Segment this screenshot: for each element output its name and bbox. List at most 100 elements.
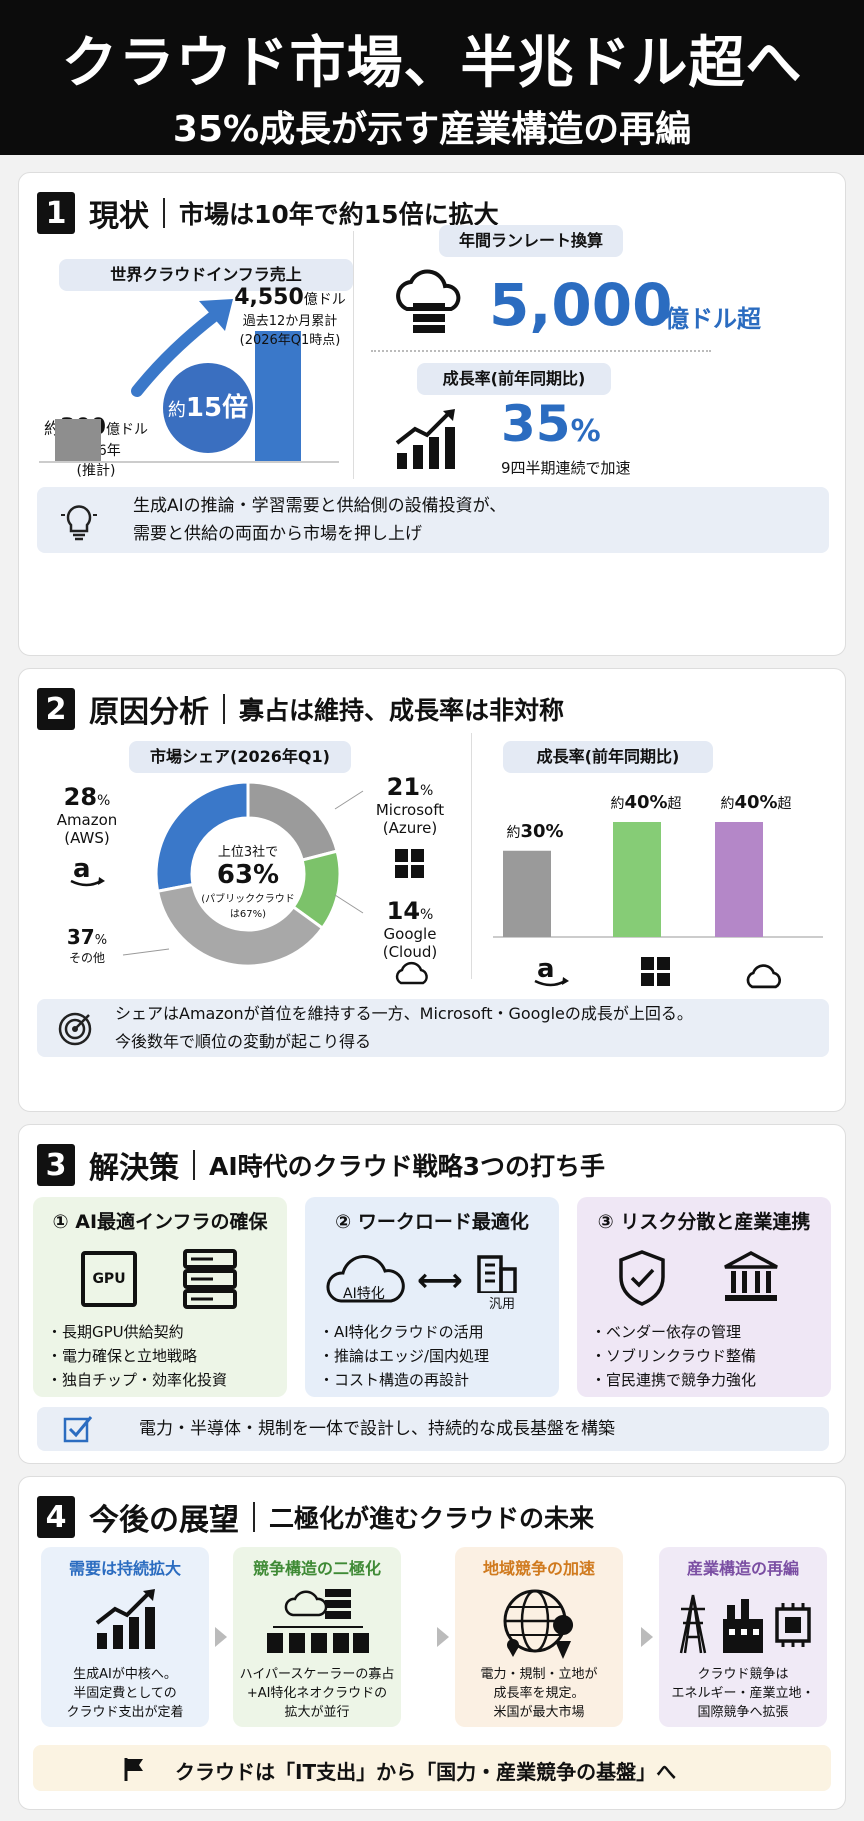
bar-2026-unit: 億ドル — [303, 292, 346, 308]
industry-icons — [679, 1594, 811, 1654]
rising-bar-chart-icon — [95, 1589, 155, 1649]
section-number: 1 — [37, 192, 75, 234]
building-icon — [477, 1255, 517, 1293]
share-others-unit: % — [94, 933, 108, 948]
outlook-competition: 競争構造の二極化 ハイパースケーラーの寡占 +AI特化ネオクラウドの 拡大が並行 — [233, 1547, 401, 1727]
growth-rate-number: 35 — [501, 395, 571, 453]
share-microsoft-unit: % — [420, 783, 434, 799]
share-google-name: Google — [383, 925, 437, 943]
share-label-others: 37% その他 — [57, 925, 117, 966]
share-google-pct: 14 — [386, 897, 421, 925]
section-title: 現状 — [89, 199, 149, 234]
strategy-item: ・コスト構造の再設計 — [319, 1371, 470, 1389]
strategy-item: ・電力確保と立地戦略 — [47, 1347, 198, 1365]
gpu-chip-label: GPU — [92, 1271, 126, 1287]
section-cause-analysis: 2 原因分析 寡占は維持、成長率は非対称 市場シェア(2026年Q1) 成長率(… — [18, 668, 846, 1112]
strategy-title: ② ワークロード最適化 — [335, 1211, 529, 1233]
donut-center-line3: は67%) — [229, 909, 267, 920]
section-subtitle: 二極化が進むクラウドの未来 — [269, 1504, 595, 1533]
flag-icon — [124, 1758, 143, 1781]
growth-multiple-circle: 約15倍 — [163, 363, 253, 453]
share-google-sub: (Cloud) — [382, 943, 438, 961]
target-icon — [58, 1012, 92, 1046]
server-rack-icon — [183, 1249, 237, 1309]
growth-multiple-value: 15倍 — [185, 393, 249, 423]
outlook-desc: 生成AIが中核へ。 半固定費としての クラウド支出が定着 — [41, 1665, 209, 1722]
outlook-demand: 需要は持続拡大 生成AIが中核へ。 半固定費としての クラウド支出が定着 — [41, 1547, 209, 1727]
growth-rate-bars — [493, 822, 823, 938]
strategy-title: ① AI最適インフラの確保 — [52, 1211, 268, 1233]
runrate-value: 5,000 — [489, 271, 673, 339]
section-title: 解決策 — [89, 1151, 179, 1186]
growth-label-microsoft: 約40%超 — [601, 792, 691, 813]
section-number: 2 — [37, 688, 75, 730]
growth-label-google: 約40%超 — [711, 792, 801, 813]
growth-label-amazon: 約30% — [495, 821, 575, 842]
market-share-donut — [154, 780, 342, 968]
share-others-pct: 37 — [66, 925, 95, 949]
outlook-desc: ハイパースケーラーの寡占 +AI特化ネオクラウドの 拡大が並行 — [233, 1665, 401, 1722]
microsoft-logo-icon — [395, 849, 424, 878]
leader-lines — [122, 790, 364, 956]
svg-text:a: a — [73, 855, 91, 884]
growth-bar-1 — [613, 822, 661, 937]
outlook-desc-line: ハイパースケーラーの寡占 — [239, 1667, 395, 1682]
header: クラウド市場、半兆ドル超へ 35%成長が示す産業構造の再編 — [0, 0, 864, 155]
chart-baseline — [39, 461, 339, 463]
section-current-status: 1 現状 市場は10年で約15倍に拡大 世界クラウドインフラ売上 約300億ドル… — [18, 172, 846, 656]
strategy-item: ・ソブリンクラウド整備 — [591, 1347, 757, 1365]
outlook-desc-line: +AI特化ネオクラウドの — [246, 1686, 388, 1701]
share-amazon-unit: % — [97, 793, 111, 809]
outlook-title: 地域競争の加速 — [482, 1559, 595, 1578]
outlook-desc: 電力・規制・立地が 成長率を規定。 米国が最大市場 — [455, 1665, 623, 1722]
microsoft-logo-icon — [641, 957, 670, 986]
growth-amazon-prefix: 約 — [506, 824, 521, 841]
share-label-microsoft: 21% Microsoft (Azure) — [365, 773, 455, 837]
chevron-right-icon — [437, 1627, 449, 1647]
share-microsoft-pct: 21 — [386, 773, 421, 801]
section-header: 4 今後の展望 二極化が進むクラウドの未来 — [37, 1495, 594, 1539]
page-subtitle: 35%成長が示す産業構造の再編 — [172, 109, 692, 150]
pill-runrate: 年間ランレート換算 — [439, 225, 623, 257]
runrate-unit: 億ドル超 — [665, 305, 761, 333]
growth-arrow-icon — [131, 299, 233, 397]
strategy-title: ③ リスク分散と産業連携 — [597, 1211, 811, 1233]
outlook-desc-line: 成長率を規定。 — [493, 1686, 585, 1701]
outlook-regional: 地域競争の加速 電力・規制・立地が 成長率を規定。 米国が最大市場 — [455, 1547, 623, 1727]
outlook-desc-line: 半固定費としての — [73, 1686, 177, 1701]
amazon-logo-icon: a — [70, 855, 105, 887]
section-title: 原因分析 — [89, 695, 209, 730]
donut-center-line2: (パブリッククラウド — [201, 894, 295, 905]
checkbox-icon — [63, 1416, 93, 1443]
cloud-icon — [326, 1254, 405, 1303]
insight-line2: 今後数年で順位の変動が起こり得る — [115, 1032, 372, 1051]
chevron-right-icon — [215, 1627, 227, 1647]
section-number: 3 — [37, 1144, 75, 1186]
page-title: クラウド市場、半兆ドル超へ — [61, 31, 803, 96]
outlook-desc-line: 拡大が並行 — [284, 1705, 350, 1720]
title-divider — [223, 694, 225, 724]
strategy-card-infra: ① AI最適インフラの確保 GPU ・長期GPU供給契約 ・電力確保と立地戦略 … — [33, 1197, 287, 1397]
section-subtitle: 市場は10年で約15倍に拡大 — [179, 200, 499, 229]
cloud-icon — [395, 961, 428, 985]
strategy-item: ・AI特化クラウドの活用 — [319, 1323, 484, 1341]
conclusion-note: 電力・半導体・規制を一体で設計し、持続的な成長基盤を構築 — [37, 1407, 829, 1451]
outlook-desc-line: クラウド支出が定着 — [66, 1705, 184, 1720]
share-label-google: 14% Google (Cloud) — [365, 897, 455, 961]
cloud-icon — [746, 964, 782, 989]
globe-pin-icon — [503, 1589, 574, 1659]
title-divider — [163, 198, 165, 228]
cloud-server-icon — [396, 269, 461, 333]
section-header: 3 解決策 AI時代のクラウド戦略3つの打ち手 — [37, 1143, 605, 1187]
growth-microsoft-suffix: 超 — [667, 796, 682, 812]
outlook-desc-line: クラウド競争は — [697, 1667, 789, 1682]
strategy-items: ・ベンダー依存の管理 ・ソブリンクラウド整備 ・官民連携で競争力強化 — [591, 1320, 756, 1392]
insight-line1: 生成AIの推論・学習需要と供給側の設備投資が、 — [133, 496, 507, 516]
growth-bar-0 — [503, 850, 551, 937]
bar-2026 — [255, 331, 301, 461]
section-title: 今後の展望 — [89, 1503, 239, 1538]
amazon-logo-icon: a — [534, 955, 569, 987]
insight-line2: 需要と供給の両面から市場を押し上げ — [133, 524, 422, 544]
chevron-right-icon — [641, 1627, 653, 1647]
donut-slice-その他 — [155, 882, 325, 968]
